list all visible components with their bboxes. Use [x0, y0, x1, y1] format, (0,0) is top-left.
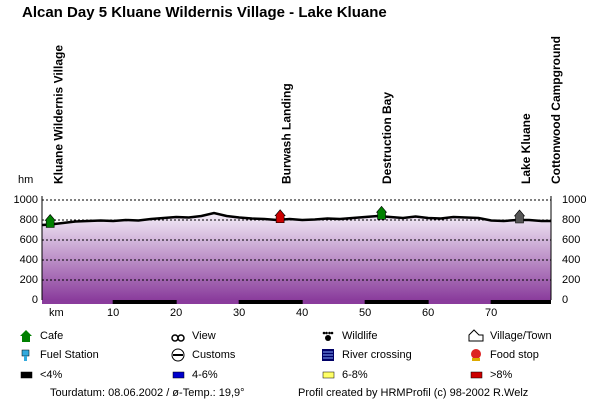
y2-tick-label: 0	[562, 294, 568, 306]
icon-cafe	[20, 330, 32, 342]
place-label: Burwash Landing	[279, 83, 293, 184]
legend-icon	[322, 371, 335, 379]
legend-label: <4%	[40, 369, 63, 381]
chart-title: Alcan Day 5 Kluane Wildernis Village - L…	[22, 4, 387, 21]
legend-swatch	[20, 371, 33, 379]
y-tick-label: 800	[20, 214, 38, 226]
icon-wildlife	[325, 331, 328, 335]
x-tick-label: 10	[107, 307, 119, 319]
y-tick-label: 600	[20, 234, 38, 246]
elevation-line	[41, 211, 551, 227]
y-tick-label: 400	[20, 254, 38, 266]
y-axis-label: hm	[18, 174, 33, 186]
place-label: Destruction Bay	[380, 92, 394, 184]
area-fill	[42, 213, 551, 300]
legend-label: >8%	[490, 369, 513, 381]
legend-icon	[20, 330, 32, 342]
x-tick-label: 30	[233, 307, 245, 319]
place-label: Cottonwood Campground	[549, 36, 563, 184]
legend-icon	[322, 349, 334, 361]
legend-swatch	[470, 371, 483, 379]
x-tick-label: 20	[170, 307, 182, 319]
x-tick-label: 40	[296, 307, 308, 319]
km-bar-black	[491, 300, 551, 304]
icon-wildlife	[328, 331, 331, 335]
legend-icon	[471, 349, 481, 361]
marker	[375, 205, 388, 220]
y-tick-label: 200	[20, 274, 38, 286]
legend-icon	[171, 334, 185, 342]
place-label: Kluane Wildernis Village	[51, 45, 65, 184]
icon-food	[471, 349, 481, 359]
icon-wildlife	[322, 331, 326, 335]
legend-label: Wildlife	[342, 330, 377, 342]
icon-fuel	[24, 356, 27, 361]
legend-label: Fuel Station	[40, 349, 99, 361]
legend-label: Village/Town	[490, 330, 552, 342]
legend-swatch	[172, 371, 185, 379]
icon-fuel	[21, 349, 30, 357]
legend-icon	[171, 348, 185, 362]
legend-label: Food stop	[490, 349, 539, 361]
marker	[513, 209, 526, 224]
km-bar-black	[239, 300, 303, 304]
legend-icon	[21, 349, 30, 361]
y2-tick-label: 200	[562, 274, 580, 286]
legend-label: Cafe	[40, 330, 63, 342]
legend-swatch	[322, 371, 335, 379]
legend-icon	[20, 371, 33, 379]
y2-tick-label: 800	[562, 214, 580, 226]
icon-wildlife	[330, 331, 334, 335]
legend-label: View	[192, 330, 216, 342]
marker	[44, 214, 56, 228]
icon-wildlife	[325, 335, 331, 341]
legend-icon	[468, 329, 484, 342]
icon-food	[472, 358, 480, 361]
legend-icon	[172, 371, 185, 379]
km-bar-black	[365, 300, 429, 304]
y2-tick-label: 600	[562, 234, 580, 246]
y-tick-label: 0	[32, 294, 38, 306]
place-label: Lake Kluane	[519, 113, 533, 184]
legend-label: 4-6%	[192, 369, 218, 381]
marker	[274, 209, 286, 224]
footer-right: Profil created by HRMProfil (c) 98-2002 …	[298, 387, 528, 399]
x-tick-label: 50	[359, 307, 371, 319]
legend-label: Customs	[192, 349, 236, 361]
x-tick-label: 70	[485, 307, 497, 319]
legend-icon	[470, 371, 483, 379]
x-axis-label: km	[49, 307, 64, 319]
icon-view	[171, 334, 179, 342]
legend-label: River crossing	[342, 349, 412, 361]
y2-tick-label: 1000	[562, 194, 586, 206]
y-tick-label: 1000	[14, 194, 38, 206]
legend-label: 6-8%	[342, 369, 368, 381]
km-bar-black	[113, 300, 177, 304]
icon-village	[468, 329, 484, 342]
x-tick-label: 60	[422, 307, 434, 319]
icon-view	[177, 334, 185, 342]
footer-left: Tourdatum: 08.06.2002 / ø-Temp.: 19,9°	[50, 387, 245, 399]
legend-icon	[322, 331, 334, 341]
y2-tick-label: 400	[562, 254, 580, 266]
